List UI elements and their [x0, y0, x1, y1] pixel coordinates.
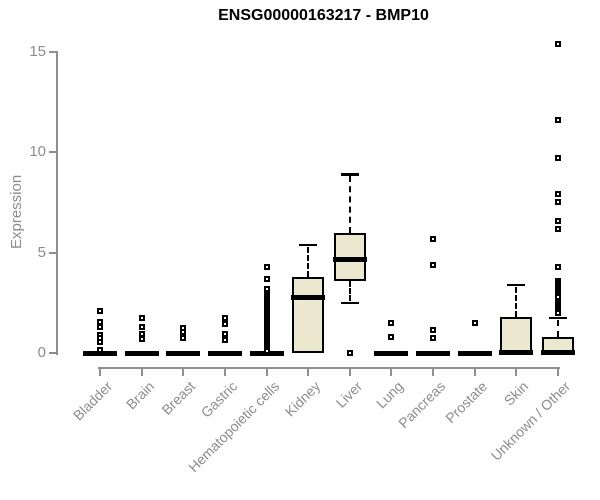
x-tick [390, 367, 393, 376]
y-tick [49, 352, 56, 354]
outlier-point [388, 333, 395, 340]
outlier-point [430, 235, 437, 242]
outlier-point [97, 338, 103, 345]
outlier-point [97, 323, 103, 330]
outlier-point [221, 320, 228, 327]
x-tick [140, 367, 143, 376]
median-skin [499, 349, 534, 355]
outlier-point [221, 336, 228, 343]
x-axis-line [98, 367, 561, 369]
outlier-point [555, 225, 562, 232]
x-tick [99, 367, 101, 376]
y-tick-label: 0 [37, 344, 46, 361]
chart-title: ENSG00000163217 - BMP10 [218, 7, 429, 24]
median-lung [374, 351, 409, 356]
whisker-upper-kidney [307, 246, 310, 277]
outlier-point [555, 191, 562, 198]
outlier-point [263, 263, 270, 270]
y-tick [49, 50, 56, 53]
whisker-cap-skin [507, 283, 526, 287]
whisker-upper-unknown-other [557, 319, 560, 337]
outlier-point [430, 334, 437, 341]
x-tick [348, 367, 351, 376]
y-axis-label: Expression [8, 174, 25, 249]
x-tick [432, 367, 435, 376]
median-prostate [457, 351, 492, 356]
outlier-point [263, 347, 270, 354]
outlier-point [221, 314, 228, 321]
median-brain [124, 351, 159, 356]
outlier-point [97, 307, 103, 314]
median-bladder [83, 351, 117, 356]
outlier-point [555, 199, 562, 206]
y-tick-label: 10 [29, 143, 46, 161]
whisker-cap-liver [340, 301, 359, 305]
outlier-point [555, 117, 562, 124]
outlier-point [430, 326, 437, 333]
outlier-point [346, 350, 353, 356]
outlier-point [388, 319, 395, 326]
y-tick [49, 151, 56, 154]
outlier-point [555, 217, 562, 224]
x-tick [182, 367, 185, 376]
x-tick [307, 367, 310, 376]
outlier-point [555, 263, 562, 270]
outlier-point [138, 314, 145, 321]
median-pancreas [416, 351, 451, 356]
outlier-point [180, 334, 187, 341]
x-tick [515, 367, 518, 376]
y-tick-label: 15 [29, 42, 46, 60]
outlier-point [555, 155, 562, 162]
median-unknown-other [541, 349, 576, 355]
whisker-cap-unknown-other [549, 316, 568, 320]
outlier-point [97, 318, 103, 325]
y-tick [49, 251, 56, 254]
median-liver [332, 256, 367, 262]
median-breast [166, 351, 201, 356]
median-gastric [207, 351, 242, 356]
outlier-point [138, 330, 145, 337]
y-tick-label: 5 [37, 243, 46, 261]
outlier-point [138, 335, 145, 342]
whisker-cap-kidney [299, 243, 318, 247]
outlier-point [555, 293, 562, 300]
x-tick [223, 367, 226, 376]
outlier-point [138, 323, 145, 330]
y-axis-line [56, 51, 58, 355]
outlier-point [97, 346, 103, 353]
whisker-upper-liver [348, 176, 351, 233]
whisker-upper-skin [515, 286, 518, 317]
whisker-lower-liver [348, 280, 351, 301]
outlier-point [263, 275, 270, 282]
outlier-point [180, 328, 187, 335]
whisker-cap-liver [340, 173, 359, 176]
outlier-point [430, 261, 437, 268]
outlier-point [471, 319, 478, 326]
x-tick [265, 367, 268, 376]
outlier-point [221, 330, 228, 337]
box-kidney [292, 276, 325, 353]
outlier-point [555, 309, 562, 316]
x-tick [473, 367, 476, 376]
box-skin [500, 316, 533, 353]
median-kidney [291, 294, 326, 300]
outlier-point [555, 40, 562, 47]
x-tick [557, 367, 560, 376]
